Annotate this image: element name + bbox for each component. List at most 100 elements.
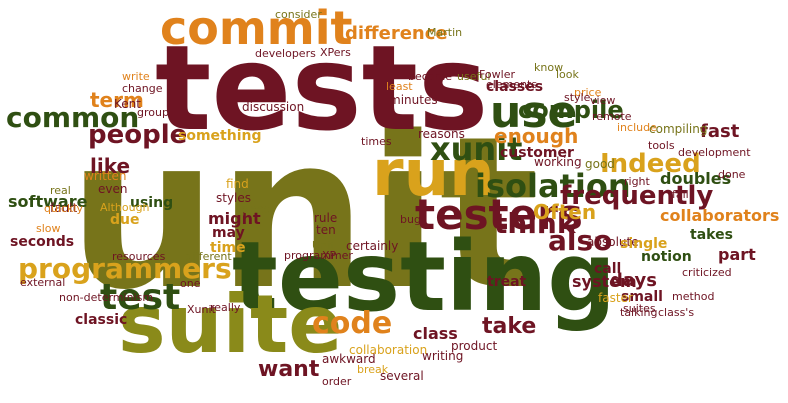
word-cloud-word: class's xyxy=(658,306,695,319)
word-cloud-word: code xyxy=(312,306,393,341)
word-cloud-word: common xyxy=(6,101,140,134)
word-cloud-word: enough xyxy=(494,124,579,148)
word-cloud-word: really xyxy=(210,301,241,314)
word-cloud-word: working xyxy=(534,155,582,169)
word-cloud-word: external xyxy=(20,276,66,289)
word-cloud-word: know xyxy=(534,61,564,74)
word-cloud-word: think xyxy=(494,207,576,240)
word-cloud-word: testing xyxy=(232,221,616,333)
word-cloud-word: suites xyxy=(623,302,656,315)
word-cloud-word: also xyxy=(548,224,613,257)
word-cloud-word: method xyxy=(672,290,715,303)
word-cloud-word: speed xyxy=(235,202,272,216)
word-cloud-word: reasons xyxy=(418,127,465,141)
word-cloud-word: useful xyxy=(457,70,491,83)
word-cloud-word: product xyxy=(451,339,498,353)
word-cloud-word: run xyxy=(372,137,495,211)
word-cloud-word: difference xyxy=(345,23,448,44)
word-cloud-word: Martin xyxy=(427,26,463,39)
word-cloud-word: break xyxy=(357,363,389,376)
word-cloud-word: using xyxy=(130,195,174,211)
word-cloud-word: like xyxy=(90,154,131,178)
word-cloud-word: non-determinism xyxy=(59,291,154,304)
word-cloud-word: slow xyxy=(36,222,61,235)
word-cloud-word: system xyxy=(572,272,637,291)
word-cloud-word: group xyxy=(137,106,169,119)
word-cloud-word: certainly xyxy=(346,239,399,253)
word-cloud-word: developers xyxy=(255,47,316,60)
word-cloud-word: time xyxy=(210,240,246,256)
word-cloud-word: use xyxy=(490,87,578,138)
word-cloud-word: unit xyxy=(68,91,540,336)
word-cloud-word: Often xyxy=(533,200,597,224)
word-cloud-word: takes xyxy=(690,227,733,243)
word-cloud-word: Indeed xyxy=(600,149,701,179)
word-cloud-word: elements xyxy=(486,78,538,91)
word-cloud-word: Although xyxy=(100,201,150,214)
word-cloud-word: XPers xyxy=(320,46,351,59)
word-cloud-word: fault xyxy=(50,201,78,215)
word-cloud-word: styles xyxy=(216,191,252,205)
word-cloud-word: criticized xyxy=(682,266,732,279)
word-cloud-word: treat xyxy=(487,274,527,290)
word-cloud-word: software xyxy=(8,192,88,211)
word-cloud-word: one xyxy=(180,277,201,290)
word-cloud-word: became xyxy=(408,70,453,83)
word-cloud-word: several xyxy=(380,369,424,383)
word-cloud-word: commit xyxy=(160,1,353,55)
word-cloud-word: faster xyxy=(598,291,633,305)
word-cloud-word: awkward xyxy=(322,352,376,366)
word-cloud-word: talking xyxy=(620,306,658,319)
word-cloud-word: times xyxy=(361,135,392,148)
word-cloud-word: include xyxy=(617,121,657,134)
word-cloud-word: real xyxy=(50,184,71,197)
word-cloud-word: call xyxy=(594,261,622,277)
word-cloud-word: tests xyxy=(155,19,489,157)
word-cloud-word: look xyxy=(556,68,579,81)
word-cloud-word: isolation xyxy=(475,167,631,205)
word-cloud-word: resources xyxy=(112,250,166,263)
word-cloud-word: take xyxy=(482,314,537,339)
word-cloud-word: writing xyxy=(422,349,464,363)
word-cloud-word: write xyxy=(122,70,150,83)
word-cloud-word: Fowler xyxy=(479,68,516,81)
word-cloud-word: remote xyxy=(592,110,632,123)
word-cloud-word: test xyxy=(100,277,181,318)
word-cloud-word: different xyxy=(185,250,232,263)
word-cloud-word: XP xyxy=(322,249,337,262)
word-cloud-word: compiling xyxy=(649,122,708,136)
word-cloud-word: programmers xyxy=(18,252,232,285)
word-cloud-word: want xyxy=(258,357,320,382)
word-cloud-word: absolute xyxy=(587,235,639,249)
word-cloud-word: style xyxy=(564,91,591,104)
word-cloud-word: tools xyxy=(648,139,675,152)
word-cloud-word: part xyxy=(718,245,756,264)
word-cloud-word: term xyxy=(90,88,144,112)
word-cloud-word: bug xyxy=(400,213,421,226)
word-cloud-word: consider xyxy=(275,8,322,21)
word-cloud-word: right xyxy=(624,175,650,188)
word-cloud-word: programmer xyxy=(284,249,353,262)
word-cloud-word: Kent xyxy=(114,97,141,111)
word-cloud-word: done xyxy=(718,168,746,181)
word-cloud-word: view xyxy=(590,94,616,107)
word-cloud-word: collaborators xyxy=(660,206,780,225)
word-cloud-word: Unit xyxy=(312,239,335,252)
word-cloud-word: seconds xyxy=(10,234,75,250)
word-cloud-word: change xyxy=(122,82,163,95)
word-cloud-word: ten xyxy=(316,223,336,237)
word-cloud-word: development xyxy=(678,146,751,159)
word-cloud-word: find xyxy=(226,177,249,191)
word-cloud-word: customer xyxy=(500,145,574,161)
word-cloud-word: people xyxy=(88,120,188,150)
word-cloud-word: compile xyxy=(518,96,624,124)
word-cloud-word: due xyxy=(110,212,140,228)
word-cloud-word: might xyxy=(208,209,261,228)
word-cloud-word: single xyxy=(620,236,668,252)
word-cloud-word: classes xyxy=(486,79,544,95)
word-cloud-word: class xyxy=(413,324,458,343)
word-cloud-word: written xyxy=(84,169,127,183)
word-cloud-word: frequently xyxy=(560,181,714,211)
word-cloud-word: rule xyxy=(314,211,338,225)
